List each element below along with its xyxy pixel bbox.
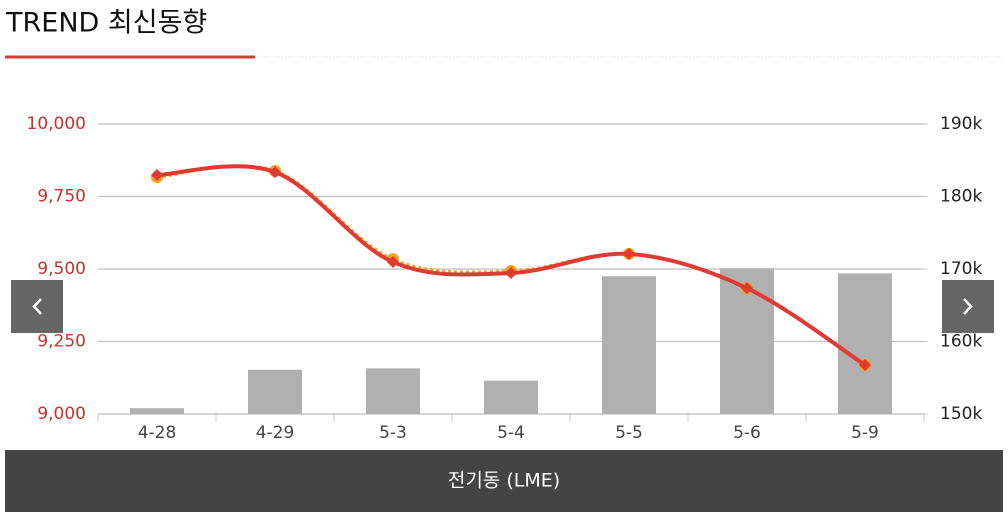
y2-tick-label: 180k bbox=[940, 187, 982, 207]
chart: 9,000 9,250 9,500 9,750 10,000 150k 160k 170k 18… bbox=[27, 114, 983, 443]
point bbox=[859, 358, 871, 371]
page-title: TREND 최신동향 bbox=[5, 8, 207, 39]
point bbox=[387, 256, 399, 269]
x-tick-label: 5-5 bbox=[615, 423, 643, 443]
prev-button[interactable] bbox=[11, 280, 63, 333]
y-tick-label: 9,000 bbox=[37, 404, 86, 424]
x-tick-label: 5-6 bbox=[733, 423, 761, 443]
bar bbox=[484, 380, 538, 414]
y-tick-label: 9,500 bbox=[37, 259, 86, 279]
bar bbox=[838, 273, 892, 414]
x-tick-label: 5-9 bbox=[851, 423, 879, 443]
y-tick-label: 9,250 bbox=[37, 332, 86, 352]
chart-caption: 전기동 (LME) bbox=[448, 470, 560, 492]
y2-tick-label: 150k bbox=[940, 404, 982, 424]
x-tick-label: 5-3 bbox=[379, 423, 407, 443]
bar bbox=[602, 276, 656, 414]
next-button[interactable] bbox=[942, 280, 994, 333]
point bbox=[505, 267, 517, 280]
point bbox=[741, 282, 753, 295]
bar bbox=[248, 369, 302, 414]
x-tick-label: 4-28 bbox=[138, 423, 177, 443]
bar bbox=[130, 408, 184, 414]
y2-tick-label: 160k bbox=[940, 332, 982, 352]
caption-bar bbox=[5, 450, 1003, 512]
y2-tick-label: 190k bbox=[940, 114, 982, 134]
x-tick-label: 4-29 bbox=[256, 423, 295, 443]
point bbox=[151, 169, 163, 182]
y-tick-label: 9,750 bbox=[37, 187, 86, 207]
point bbox=[269, 166, 281, 179]
y-tick-label: 10,000 bbox=[27, 114, 86, 134]
point bbox=[623, 247, 635, 260]
bar bbox=[366, 368, 420, 414]
y2-tick-label: 170k bbox=[940, 259, 982, 279]
x-tick-label: 5-4 bbox=[497, 423, 525, 443]
